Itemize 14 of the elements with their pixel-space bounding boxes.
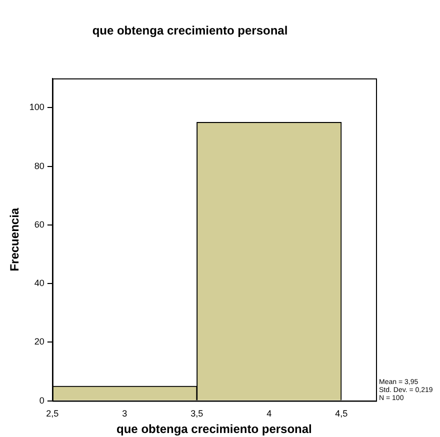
x-tick-label: 4,5 xyxy=(335,408,348,419)
x-tick-label: 3 xyxy=(122,408,128,419)
y-tick-label: 60 xyxy=(34,219,44,230)
y-tick-label: 100 xyxy=(29,102,44,112)
y-tick-label: 20 xyxy=(34,336,44,347)
x-tick-label: 3,5 xyxy=(190,408,204,419)
y-tick-label: 0 xyxy=(39,395,44,406)
y-tick-label: 40 xyxy=(34,278,44,288)
x-tick-label: 4 xyxy=(266,408,272,419)
x-tick-label: 2,5 xyxy=(46,408,59,419)
chart-title: que obtenga crecimiento personal xyxy=(92,24,288,38)
x-axis-title: que obtenga crecimiento personal xyxy=(116,422,312,436)
y-tick-label: 80 xyxy=(34,160,44,171)
y-axis-title: Frecuencia xyxy=(8,208,22,272)
